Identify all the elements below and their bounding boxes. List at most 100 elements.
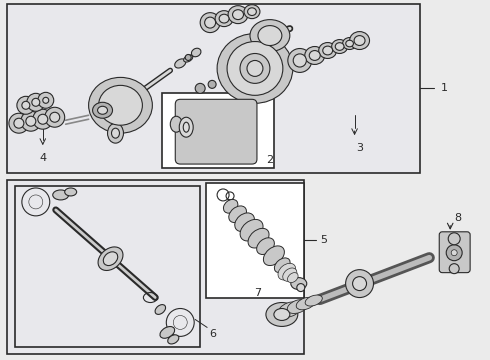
- Ellipse shape: [195, 84, 205, 93]
- Ellipse shape: [98, 247, 123, 270]
- Ellipse shape: [192, 48, 201, 57]
- Text: 4: 4: [39, 153, 47, 163]
- Ellipse shape: [205, 17, 216, 28]
- Ellipse shape: [160, 327, 174, 338]
- Ellipse shape: [323, 46, 333, 55]
- Ellipse shape: [332, 40, 347, 54]
- Ellipse shape: [168, 335, 179, 344]
- Circle shape: [297, 284, 305, 292]
- Ellipse shape: [22, 101, 30, 109]
- Ellipse shape: [258, 26, 282, 45]
- Text: 3: 3: [356, 143, 363, 153]
- Ellipse shape: [32, 98, 40, 106]
- Ellipse shape: [93, 102, 113, 118]
- Ellipse shape: [248, 228, 269, 248]
- Ellipse shape: [346, 40, 353, 47]
- Ellipse shape: [179, 117, 193, 137]
- Ellipse shape: [33, 109, 53, 129]
- Ellipse shape: [9, 113, 29, 133]
- Ellipse shape: [175, 59, 186, 68]
- Text: 1: 1: [441, 84, 448, 93]
- Ellipse shape: [89, 77, 152, 133]
- FancyBboxPatch shape: [439, 232, 470, 273]
- Ellipse shape: [183, 122, 189, 132]
- Text: 6: 6: [210, 329, 217, 339]
- Ellipse shape: [27, 93, 45, 111]
- Ellipse shape: [309, 50, 320, 60]
- Ellipse shape: [219, 14, 229, 23]
- Circle shape: [449, 264, 459, 274]
- Bar: [7, 180, 304, 354]
- Ellipse shape: [107, 123, 123, 143]
- Ellipse shape: [50, 112, 60, 122]
- Text: 8: 8: [455, 213, 462, 223]
- Ellipse shape: [208, 80, 216, 88]
- Bar: [206, 183, 304, 298]
- Ellipse shape: [43, 97, 49, 103]
- Ellipse shape: [227, 41, 283, 95]
- Circle shape: [353, 276, 367, 291]
- Ellipse shape: [229, 206, 246, 222]
- Ellipse shape: [274, 309, 290, 320]
- Ellipse shape: [274, 258, 290, 273]
- Ellipse shape: [349, 32, 369, 50]
- Bar: [15, 186, 200, 347]
- Ellipse shape: [21, 111, 41, 131]
- Ellipse shape: [264, 246, 284, 266]
- Ellipse shape: [53, 190, 69, 200]
- Ellipse shape: [171, 116, 182, 132]
- Ellipse shape: [240, 219, 263, 241]
- Ellipse shape: [318, 42, 337, 58]
- Ellipse shape: [14, 118, 24, 128]
- Circle shape: [446, 245, 462, 261]
- Ellipse shape: [45, 107, 65, 127]
- Ellipse shape: [287, 300, 308, 314]
- Ellipse shape: [217, 33, 293, 103]
- Circle shape: [448, 233, 460, 245]
- Ellipse shape: [200, 13, 220, 32]
- Circle shape: [345, 270, 373, 298]
- Ellipse shape: [98, 85, 143, 125]
- Ellipse shape: [257, 238, 274, 255]
- Ellipse shape: [250, 20, 290, 51]
- Ellipse shape: [278, 302, 301, 317]
- Ellipse shape: [291, 278, 307, 289]
- Ellipse shape: [240, 54, 270, 84]
- Ellipse shape: [278, 263, 295, 280]
- Ellipse shape: [247, 60, 263, 76]
- Bar: [7, 4, 420, 173]
- Ellipse shape: [293, 54, 306, 67]
- Ellipse shape: [185, 54, 191, 60]
- Ellipse shape: [354, 36, 365, 45]
- Ellipse shape: [244, 5, 260, 19]
- Ellipse shape: [98, 106, 107, 114]
- Ellipse shape: [65, 188, 76, 196]
- Ellipse shape: [26, 116, 36, 126]
- Ellipse shape: [215, 11, 233, 27]
- Text: 7: 7: [254, 288, 262, 298]
- Ellipse shape: [247, 8, 256, 15]
- Ellipse shape: [184, 55, 193, 62]
- Circle shape: [451, 250, 457, 256]
- Bar: [162, 93, 274, 168]
- Ellipse shape: [112, 128, 120, 138]
- FancyBboxPatch shape: [175, 99, 257, 164]
- Ellipse shape: [288, 273, 298, 283]
- Ellipse shape: [155, 305, 166, 314]
- Text: 5: 5: [320, 235, 327, 245]
- Ellipse shape: [283, 268, 297, 281]
- Ellipse shape: [228, 6, 248, 24]
- Ellipse shape: [235, 213, 254, 231]
- Ellipse shape: [223, 199, 238, 213]
- Ellipse shape: [305, 46, 325, 64]
- Ellipse shape: [296, 297, 316, 310]
- Ellipse shape: [335, 43, 344, 50]
- Ellipse shape: [233, 10, 244, 19]
- Ellipse shape: [17, 96, 35, 114]
- Ellipse shape: [343, 37, 357, 50]
- Ellipse shape: [38, 92, 54, 108]
- Text: 2: 2: [267, 155, 273, 165]
- Ellipse shape: [288, 49, 312, 72]
- Ellipse shape: [266, 302, 298, 327]
- Ellipse shape: [38, 114, 48, 124]
